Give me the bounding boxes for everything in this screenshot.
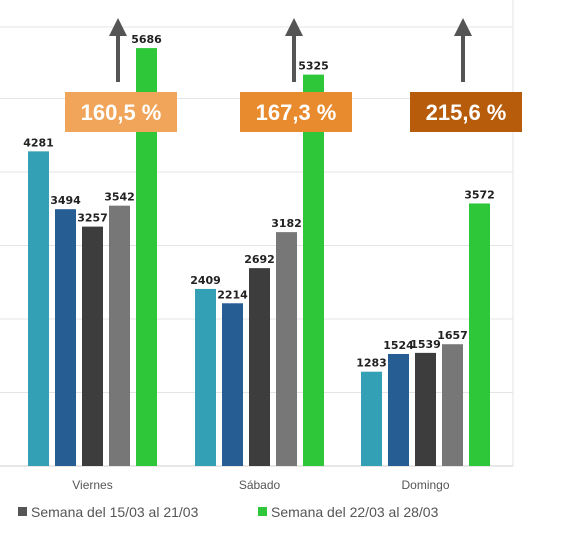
bar [82, 226, 103, 466]
bar [109, 205, 130, 466]
bar [303, 74, 324, 467]
percentage-label: 167,3 % [256, 100, 337, 125]
bar [222, 303, 243, 466]
bar [55, 209, 76, 467]
category-label: Viernes [72, 478, 112, 492]
bar-value-label: 2409 [190, 274, 221, 287]
percentage-label: 215,6 % [426, 100, 507, 125]
bar-value-label: 1539 [410, 338, 441, 351]
percentage-badge [410, 92, 522, 132]
category-label: Domingo [401, 478, 449, 492]
bar-value-label: 3182 [271, 217, 302, 230]
bar-value-label: 3257 [77, 212, 108, 225]
bar-value-label: 1283 [356, 357, 387, 370]
bar [276, 232, 297, 466]
bar [28, 151, 49, 466]
bar [388, 353, 409, 466]
bar-value-label: 5686 [131, 33, 162, 46]
bar [442, 344, 463, 466]
bar-value-label: 1524 [383, 339, 414, 352]
legend-swatch [18, 507, 27, 516]
bar-value-label: 4281 [23, 136, 54, 149]
legend-label: Semana del 22/03 al 28/03 [271, 504, 439, 520]
bar [469, 203, 490, 466]
bar [195, 288, 216, 466]
bar-value-label: 1657 [437, 329, 468, 342]
bar-value-label: 3572 [464, 188, 495, 201]
bar-value-label: 2214 [217, 288, 248, 301]
arrow-up-icon [109, 18, 127, 36]
bar [249, 268, 270, 466]
legend-swatch [258, 507, 267, 516]
percentage-badge [240, 92, 352, 132]
percentage-badge [65, 92, 177, 132]
percentage-label: 160,5 % [81, 100, 162, 125]
arrow-up-icon [454, 18, 472, 36]
bar-value-label: 3542 [104, 191, 135, 204]
bar [136, 48, 157, 466]
legend-label: Semana del 15/03 al 21/03 [31, 504, 199, 520]
category-label: Sábado [239, 478, 281, 492]
arrow-up-icon [285, 18, 303, 36]
bar-value-label: 3494 [50, 194, 81, 207]
bar-value-label: 5325 [298, 60, 329, 73]
bar-value-label: 2692 [244, 253, 275, 266]
bar [361, 371, 382, 466]
bar [415, 352, 436, 466]
